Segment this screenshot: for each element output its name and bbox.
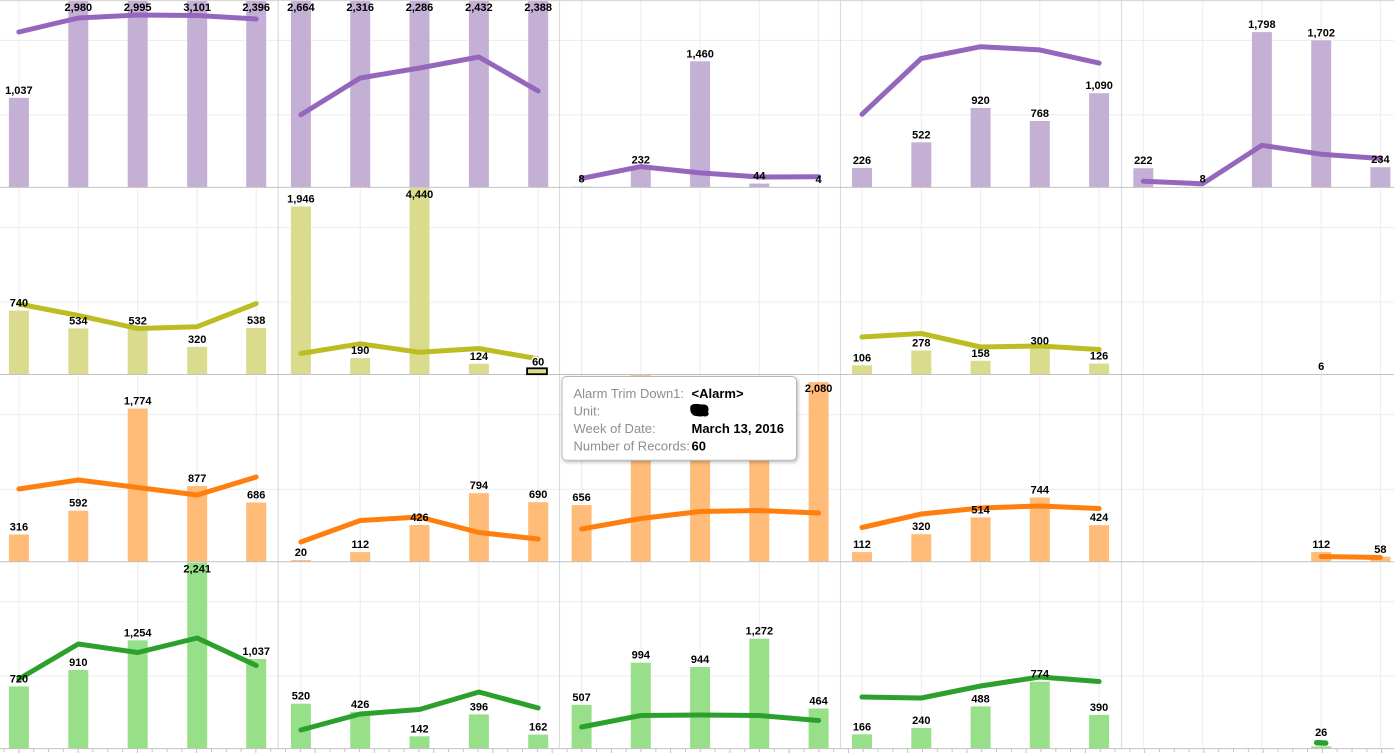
svg-text:26: 26 <box>1315 727 1327 739</box>
svg-text:994: 994 <box>632 650 651 662</box>
svg-text:538: 538 <box>247 315 265 327</box>
svg-text:2,241: 2,241 <box>183 564 211 576</box>
svg-text:6: 6 <box>1318 361 1324 373</box>
svg-text:1,272: 1,272 <box>746 626 774 638</box>
svg-text:124: 124 <box>470 351 489 363</box>
svg-text:8: 8 <box>1200 174 1206 186</box>
svg-text:142: 142 <box>410 723 428 735</box>
svg-text:316: 316 <box>10 522 28 534</box>
svg-text:320: 320 <box>188 334 206 346</box>
svg-text:920: 920 <box>971 95 989 107</box>
svg-text:2,980: 2,980 <box>65 2 93 14</box>
svg-text:720: 720 <box>10 673 28 685</box>
svg-text:Alarm Trim Down1:: Alarm Trim Down1: <box>574 386 685 401</box>
svg-text:426: 426 <box>410 512 428 524</box>
svg-text:3,101: 3,101 <box>183 2 211 14</box>
svg-text:774: 774 <box>1031 669 1050 681</box>
svg-text:278: 278 <box>912 338 930 350</box>
svg-text:2,995: 2,995 <box>124 2 152 14</box>
svg-text:162: 162 <box>529 722 547 734</box>
svg-text:112: 112 <box>1312 539 1330 551</box>
svg-text:240: 240 <box>912 715 930 727</box>
svg-text:2,432: 2,432 <box>465 2 493 14</box>
svg-text:424: 424 <box>1090 512 1109 524</box>
svg-text:1,774: 1,774 <box>124 396 152 408</box>
svg-text:2,286: 2,286 <box>406 2 434 14</box>
svg-text:592: 592 <box>69 498 87 510</box>
svg-text:234: 234 <box>1371 154 1390 166</box>
svg-text:1,254: 1,254 <box>124 627 152 639</box>
svg-text:740: 740 <box>10 298 28 310</box>
svg-text:656: 656 <box>572 492 590 504</box>
svg-text:112: 112 <box>351 539 369 551</box>
svg-text:514: 514 <box>971 504 990 516</box>
svg-text:390: 390 <box>1090 702 1108 714</box>
svg-text:20: 20 <box>295 547 307 559</box>
svg-text:190: 190 <box>351 345 369 357</box>
svg-text:222: 222 <box>1134 155 1152 167</box>
svg-text:<Alarm>: <Alarm> <box>692 386 744 401</box>
svg-text:March 13, 2016: March 13, 2016 <box>692 421 785 436</box>
svg-text:1,090: 1,090 <box>1085 80 1113 92</box>
svg-text:58: 58 <box>1374 544 1386 556</box>
svg-text:686: 686 <box>247 490 265 502</box>
svg-text:112: 112 <box>853 539 871 551</box>
svg-text:106: 106 <box>853 352 871 364</box>
svg-text:2,664: 2,664 <box>287 2 315 14</box>
svg-text:690: 690 <box>529 489 547 501</box>
svg-text:4,440: 4,440 <box>406 189 434 201</box>
svg-text:396: 396 <box>470 701 488 713</box>
svg-text:488: 488 <box>971 693 989 705</box>
svg-text:944: 944 <box>691 654 710 666</box>
svg-text:232: 232 <box>632 154 650 166</box>
svg-text:877: 877 <box>188 473 206 485</box>
svg-text:60: 60 <box>692 438 706 453</box>
svg-text:126: 126 <box>1090 351 1108 363</box>
svg-text:8: 8 <box>579 174 585 186</box>
svg-text:Number of Records:: Number of Records: <box>574 438 690 453</box>
svg-text:Week of Date:: Week of Date: <box>574 421 656 436</box>
svg-text:60: 60 <box>532 356 544 368</box>
svg-text:166: 166 <box>853 721 871 733</box>
svg-text:520: 520 <box>292 691 310 703</box>
svg-text:910: 910 <box>69 657 87 669</box>
svg-text:2,388: 2,388 <box>524 2 552 14</box>
svg-text:2,316: 2,316 <box>346 2 374 14</box>
svg-text:Unit:: Unit: <box>574 403 601 418</box>
svg-text:794: 794 <box>470 480 489 492</box>
svg-text:532: 532 <box>129 316 147 328</box>
svg-text:4: 4 <box>816 174 823 186</box>
svg-text:158: 158 <box>971 348 989 360</box>
svg-text:1,702: 1,702 <box>1307 27 1335 39</box>
svg-text:300: 300 <box>1031 336 1049 348</box>
svg-text:1,946: 1,946 <box>287 193 315 205</box>
svg-text:507: 507 <box>572 692 590 704</box>
svg-text:464: 464 <box>809 696 828 708</box>
svg-text:1,037: 1,037 <box>5 85 33 97</box>
svg-text:1,798: 1,798 <box>1248 19 1276 31</box>
svg-text:522: 522 <box>912 129 930 141</box>
svg-text:426: 426 <box>351 699 369 711</box>
svg-text:2,396: 2,396 <box>242 2 270 14</box>
svg-text:744: 744 <box>1031 485 1050 497</box>
svg-text:226: 226 <box>853 155 871 167</box>
svg-text:1,460: 1,460 <box>686 48 714 60</box>
svg-text:534: 534 <box>69 315 88 327</box>
svg-text:768: 768 <box>1031 108 1049 120</box>
svg-text:44: 44 <box>753 171 766 183</box>
svg-text:1,037: 1,037 <box>242 646 270 658</box>
svg-text:320: 320 <box>912 521 930 533</box>
svg-text:2,080: 2,080 <box>805 383 833 395</box>
